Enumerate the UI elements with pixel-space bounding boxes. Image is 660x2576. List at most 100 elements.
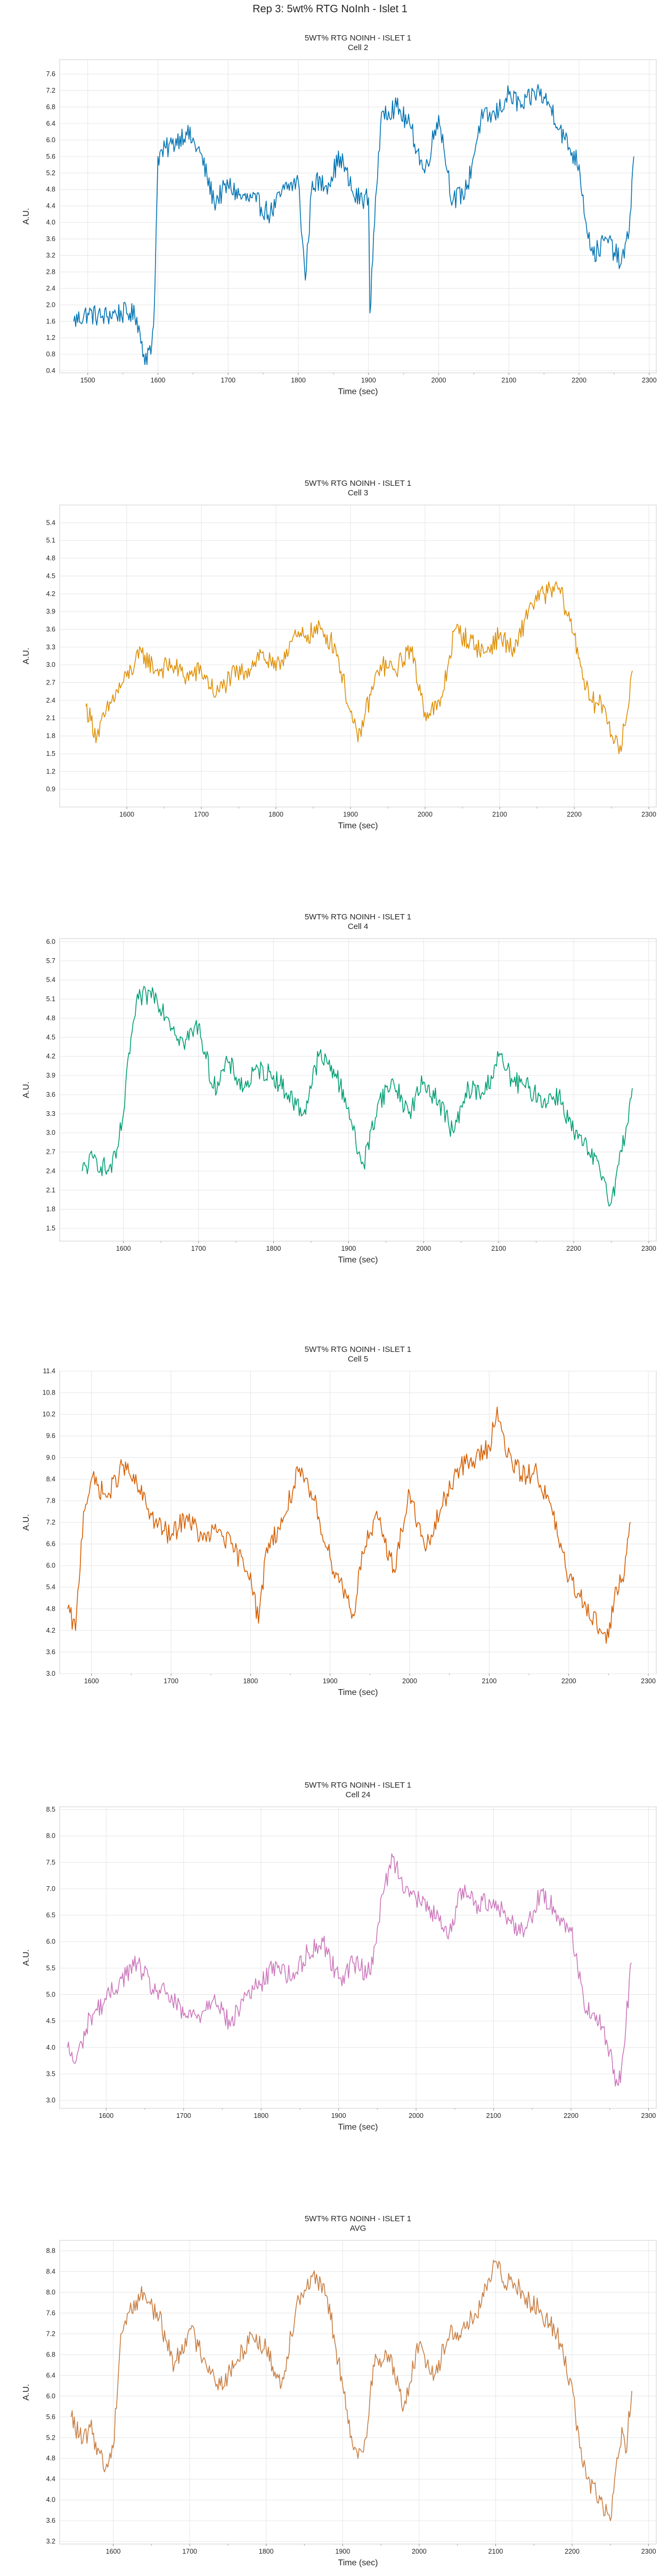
y-tick-label: 0.9 xyxy=(46,786,55,793)
y-tick-label: 4.8 xyxy=(46,186,55,193)
y-tick-label: 5.4 xyxy=(46,519,55,526)
x-tick-label: 2200 xyxy=(572,377,586,384)
x-tick-label: 1900 xyxy=(331,2112,346,2120)
y-tick-label: 11.4 xyxy=(43,1367,55,1375)
x-tick-label: 2100 xyxy=(482,1677,496,1685)
series-line xyxy=(70,2260,632,2521)
y-tick-label: 3.9 xyxy=(46,1072,55,1079)
chart-subtitle: Cell 24 xyxy=(346,1790,371,1799)
y-tick-label: 7.6 xyxy=(46,2309,55,2317)
chart-title: 5WT% RTG NOINH - ISLET 1 xyxy=(305,479,411,488)
chart-title: 5WT% RTG NOINH - ISLET 1 xyxy=(305,912,411,922)
series-line xyxy=(73,84,634,365)
y-tick-label: 2.8 xyxy=(46,268,55,275)
y-tick-label: 2.1 xyxy=(46,714,55,722)
y-tick-label: 4.4 xyxy=(46,2475,55,2483)
chart-title: 5WT% RTG NOINH - ISLET 1 xyxy=(305,1781,411,1790)
y-tick-label: 3.6 xyxy=(46,1091,55,1098)
y-tick-label: 5.7 xyxy=(46,957,55,965)
y-tick-label: 3.0 xyxy=(46,1129,55,1137)
series-line xyxy=(82,986,633,1207)
x-tick-label: 1600 xyxy=(99,2112,113,2120)
x-tick-label: 1800 xyxy=(268,811,283,818)
y-tick-label: 7.6 xyxy=(46,70,55,78)
y-tick-label: 8.5 xyxy=(46,1806,55,1813)
chart-subtitle: Cell 2 xyxy=(348,43,368,52)
x-tick-label: 1700 xyxy=(221,377,235,384)
y-tick-label: 3.6 xyxy=(46,625,55,633)
x-tick-label: 2000 xyxy=(409,2112,423,2120)
y-tick-label: 1.8 xyxy=(46,1205,55,1213)
chart-subtitle: AVG xyxy=(350,2224,366,2233)
plot-area xyxy=(59,2240,657,2545)
y-tick-label: 10.2 xyxy=(43,1411,55,1418)
y-tick-label: 7.2 xyxy=(46,1519,55,1526)
y-tick-label: 8.4 xyxy=(46,1476,55,1483)
x-tick-label: 1700 xyxy=(176,2112,191,2120)
x-tick-label: 2300 xyxy=(641,1245,656,1252)
y-tick-label: 4.2 xyxy=(46,1053,55,1060)
x-tick-label: 2100 xyxy=(486,2112,501,2120)
y-tick-label: 6.8 xyxy=(46,103,55,111)
y-tick-label: 3.0 xyxy=(46,661,55,669)
y-tick-label: 3.3 xyxy=(46,1110,55,1118)
chart-subtitle: Cell 4 xyxy=(348,922,368,931)
y-tick-label: 8.0 xyxy=(46,2288,55,2296)
y-tick-label: 5.6 xyxy=(46,2413,55,2420)
y-tick-label: 5.5 xyxy=(46,1964,55,1972)
y-tick-label: 7.2 xyxy=(46,2330,55,2337)
y-tick-label: 3.6 xyxy=(46,235,55,243)
y-tick-label: 2.7 xyxy=(46,679,55,687)
y-axis-label: A.U. xyxy=(22,1949,31,1966)
y-tick-label: 3.0 xyxy=(46,1670,55,1677)
x-axis-label: Time (sec) xyxy=(338,1256,378,1265)
y-tick-label: 2.0 xyxy=(46,301,55,308)
y-tick-label: 6.4 xyxy=(46,120,55,127)
y-tick-label: 3.2 xyxy=(46,2538,55,2545)
x-axis-label: Time (sec) xyxy=(338,387,378,396)
y-tick-label: 4.0 xyxy=(46,2496,55,2504)
y-tick-label: 8.8 xyxy=(46,2247,55,2254)
x-tick-label: 1700 xyxy=(164,1677,178,1685)
series-line xyxy=(67,1406,631,1644)
x-tick-label: 1700 xyxy=(194,811,209,818)
x-tick-label: 1900 xyxy=(341,1245,356,1252)
y-axis-label: A.U. xyxy=(22,2384,31,2400)
x-tick-label: 1800 xyxy=(266,1245,281,1252)
y-tick-label: 3.0 xyxy=(46,2097,55,2104)
x-tick-label: 2300 xyxy=(642,377,657,384)
y-tick-label: 7.8 xyxy=(46,1497,55,1504)
y-tick-label: 2.4 xyxy=(46,1167,55,1175)
y-tick-label: 4.4 xyxy=(46,202,55,210)
y-tick-label: 7.2 xyxy=(46,87,55,94)
series-line xyxy=(67,1853,632,2086)
x-tick-label: 2000 xyxy=(402,1677,417,1685)
y-tick-label: 4.2 xyxy=(46,590,55,598)
x-axis-label: Time (sec) xyxy=(338,2123,378,2132)
y-tick-label: 1.5 xyxy=(46,750,55,757)
x-axis-label: Time (sec) xyxy=(338,821,378,830)
y-tick-label: 3.5 xyxy=(46,2070,55,2077)
y-tick-label: 5.6 xyxy=(46,153,55,160)
y-tick-label: 8.4 xyxy=(46,2268,55,2275)
y-tick-label: 9.6 xyxy=(46,1432,55,1440)
x-tick-label: 2000 xyxy=(416,1245,431,1252)
y-tick-label: 10.8 xyxy=(43,1389,55,1397)
y-tick-label: 2.4 xyxy=(46,697,55,704)
y-tick-label: 1.8 xyxy=(46,732,55,740)
x-tick-label: 1600 xyxy=(116,1245,131,1252)
x-tick-label: 2000 xyxy=(418,811,433,818)
y-axis-label: A.U. xyxy=(22,1514,31,1530)
y-tick-label: 6.5 xyxy=(46,1912,55,1919)
chart-title: 5WT% RTG NOINH - ISLET 1 xyxy=(305,1345,411,1354)
x-tick-label: 2200 xyxy=(565,2548,580,2555)
y-tick-label: 6.0 xyxy=(46,1938,55,1945)
y-tick-label: 1.6 xyxy=(46,317,55,325)
y-tick-label: 1.2 xyxy=(46,768,55,775)
y-tick-label: 4.5 xyxy=(46,1033,55,1041)
x-tick-label: 2300 xyxy=(641,1677,656,1685)
y-axis-label: A.U. xyxy=(22,648,31,664)
x-tick-label: 1800 xyxy=(259,2548,274,2555)
